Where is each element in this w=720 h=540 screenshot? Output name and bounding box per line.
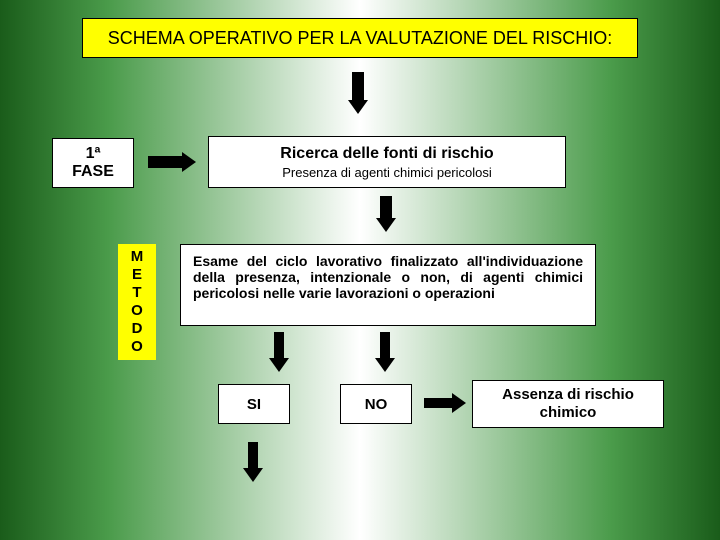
metodo-box: M E T O D O (118, 244, 156, 360)
ricerca-box: Ricerca delle fonti di rischio Presenza … (208, 136, 566, 188)
assenza-l2: chimico (540, 404, 597, 422)
title-box: SCHEMA OPERATIVO PER LA VALUTAZIONE DEL … (82, 18, 638, 58)
description-box: Esame del ciclo lavorativo finalizzato a… (180, 244, 596, 326)
si-text: SI (247, 396, 261, 413)
assenza-l1: Assenza di rischio (502, 386, 634, 404)
phase-line2: FASE (72, 163, 114, 181)
title-text: SCHEMA OPERATIVO PER LA VALUTAZIONE DEL … (108, 28, 612, 49)
phase-box: 1ª FASE (52, 138, 134, 188)
metodo-o1: O (131, 302, 143, 320)
no-text: NO (365, 396, 388, 413)
metodo-t: T (132, 284, 141, 302)
ricerca-title: Ricerca delle fonti di rischio (280, 145, 493, 163)
metodo-m: M (131, 248, 144, 266)
metodo-o2: O (131, 338, 143, 356)
metodo-e: E (132, 266, 142, 284)
si-box: SI (218, 384, 290, 424)
phase-line1: 1ª (86, 145, 101, 163)
assenza-box: Assenza di rischio chimico (472, 380, 664, 428)
description-text: Esame del ciclo lavorativo finalizzato a… (193, 253, 583, 301)
no-box: NO (340, 384, 412, 424)
ricerca-subtitle: Presenza di agenti chimici pericolosi (282, 165, 492, 180)
metodo-d: D (132, 320, 143, 338)
